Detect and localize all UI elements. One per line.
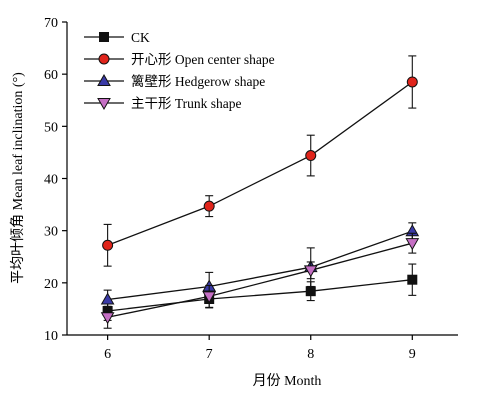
y-tick-label: 70 (44, 16, 58, 31)
legend-label: 主干形 Trunk shape (131, 96, 242, 111)
legend: CK 开心形 Open center shape 篱壁形 Hedgerow shap… (84, 30, 275, 111)
legend-item: 开心形 Open center shape (84, 52, 275, 67)
data-point (406, 76, 418, 88)
y-tick-label: 30 (44, 225, 58, 240)
data-point (100, 292, 115, 305)
data-point (305, 286, 316, 297)
axes (66, 22, 458, 336)
data-point (303, 265, 318, 278)
data-point (203, 200, 215, 212)
y-axis-title: 平均叶倾角 Mean leaf inclination (°) (10, 72, 26, 284)
x-axis-title: 月份 Month (253, 373, 322, 389)
series-2 (102, 55, 418, 267)
y-ticks: 10 20 30 40 50 60 70 (44, 16, 67, 344)
series-line (107, 242, 413, 318)
y-tick-label: 10 (44, 329, 58, 344)
legend-label: 开心形 Open center shape (131, 52, 275, 67)
x-ticks: 6 7 8 9 (104, 335, 416, 362)
data-point (305, 150, 317, 162)
legend-item: 主干形 Trunk shape (84, 96, 242, 111)
legend-marker (99, 32, 109, 42)
legend-label: 篱壁形 Hedgerow shape (131, 74, 265, 89)
series-line (107, 230, 413, 301)
data-point (405, 238, 420, 251)
y-tick-label: 20 (44, 277, 58, 292)
data-point (100, 312, 115, 325)
series-layer (100, 55, 420, 329)
series-3 (100, 222, 420, 310)
legend-item: CK (84, 30, 150, 45)
legend-label: CK (131, 30, 150, 45)
x-tick-label: 8 (307, 347, 314, 362)
data-point (102, 239, 114, 251)
series-line (107, 81, 413, 246)
series-1 (102, 263, 418, 321)
x-tick-label: 7 (206, 347, 213, 362)
data-point (407, 274, 418, 285)
legend-item: 篱壁形 Hedgerow shape (84, 73, 265, 89)
y-tick-label: 50 (44, 120, 58, 135)
legend-marker (97, 98, 111, 111)
series-line (107, 279, 413, 312)
legend-marker (97, 73, 111, 86)
data-point (202, 291, 217, 304)
y-tick-label: 40 (44, 173, 58, 188)
series-4 (100, 232, 420, 329)
y-tick-label: 60 (44, 68, 58, 83)
x-tick-label: 6 (104, 347, 111, 362)
legend-marker (98, 53, 110, 65)
x-tick-label: 9 (409, 347, 416, 362)
